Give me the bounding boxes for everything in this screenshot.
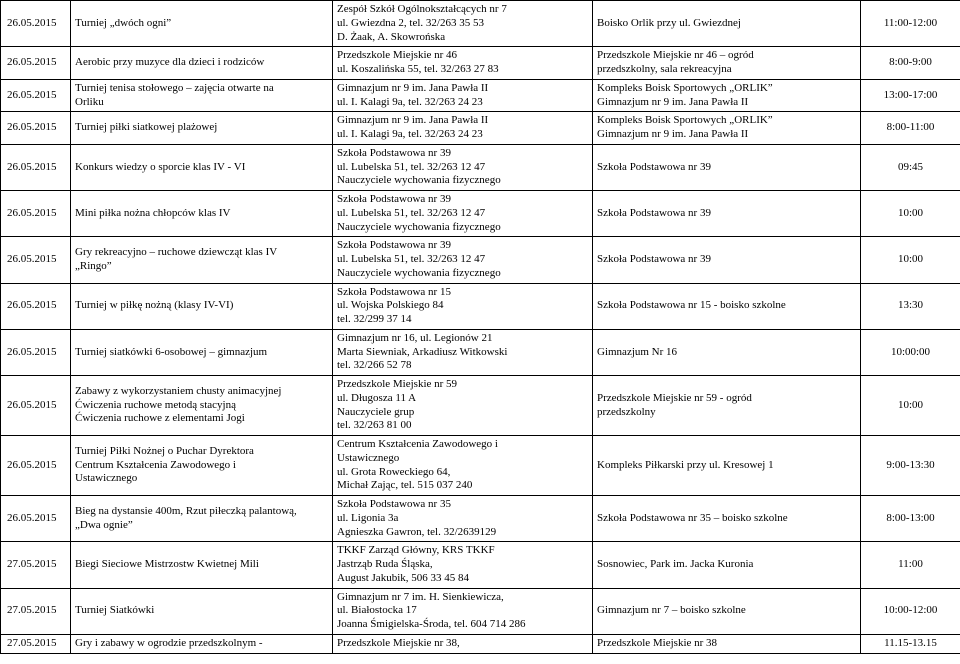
cell-location: Szkoła Podstawowa nr 15 - boisko szkolne: [593, 283, 861, 329]
cell-time: 10:00-12:00: [861, 588, 960, 634]
cell-location: Szkoła Podstawowa nr 39: [593, 191, 861, 237]
cell-location: Kompleks Boisk Sportowych „ORLIK”Gimnazj…: [593, 112, 861, 145]
cell-time: 11:00: [861, 542, 960, 588]
cell-time: 11:00-12:00: [861, 1, 960, 47]
cell-time: 11.15-13.15: [861, 634, 960, 653]
cell-time: 8:00-11:00: [861, 112, 960, 145]
cell-description: Biegi Sieciowe Mistrzostw Kwietnej Mili: [71, 542, 333, 588]
table-row: 27.05.2015Turniej SiatkówkiGimnazjum nr …: [1, 588, 960, 634]
cell-date: 26.05.2015: [1, 376, 71, 436]
cell-description: Aerobic przy muzyce dla dzieci i rodzicó…: [71, 47, 333, 80]
cell-location: Boisko Orlik przy ul. Gwiezdnej: [593, 1, 861, 47]
cell-venue: Gimnazjum nr 7 im. H. Sienkiewicza,ul. B…: [333, 588, 593, 634]
cell-description: Turniej siatkówki 6-osobowej – gimnazjum: [71, 329, 333, 375]
cell-venue: Szkoła Podstawowa nr 39ul. Lubelska 51, …: [333, 237, 593, 283]
cell-time: 13:00-17:00: [861, 79, 960, 112]
table-row: 27.05.2015Biegi Sieciowe Mistrzostw Kwie…: [1, 542, 960, 588]
table-row: 26.05.2015Bieg na dystansie 400m, Rzut p…: [1, 496, 960, 542]
cell-venue: Przedszkole Miejskie nr 46ul. Koszalińsk…: [333, 47, 593, 80]
cell-date: 26.05.2015: [1, 436, 71, 496]
cell-venue: Szkoła Podstawowa nr 15ul. Wojska Polski…: [333, 283, 593, 329]
cell-description: Zabawy z wykorzystaniem chusty animacyjn…: [71, 376, 333, 436]
cell-date: 26.05.2015: [1, 79, 71, 112]
cell-description: Turniej w piłkę nożną (klasy IV-VI): [71, 283, 333, 329]
table-row: 26.05.2015Turniej „dwóch ogni”Zespół Szk…: [1, 1, 960, 47]
cell-location: Gimnazjum nr 7 – boisko szkolne: [593, 588, 861, 634]
cell-location: Przedszkole Miejskie nr 46 – ogródprzeds…: [593, 47, 861, 80]
cell-time: 8:00-9:00: [861, 47, 960, 80]
cell-time: 10:00: [861, 191, 960, 237]
cell-description: Turniej „dwóch ogni”: [71, 1, 333, 47]
table-row: 26.05.2015Turniej w piłkę nożną (klasy I…: [1, 283, 960, 329]
table-row: 26.05.2015Turniej Piłki Nożnej o Puchar …: [1, 436, 960, 496]
cell-date: 26.05.2015: [1, 191, 71, 237]
cell-venue: Gimnazjum nr 9 im. Jana Pawła IIul. I. K…: [333, 112, 593, 145]
cell-time: 8:00-13:00: [861, 496, 960, 542]
cell-time: 13:30: [861, 283, 960, 329]
cell-date: 27.05.2015: [1, 634, 71, 653]
cell-date: 27.05.2015: [1, 542, 71, 588]
table-row: 26.05.2015Turniej piłki siatkowej plażow…: [1, 112, 960, 145]
cell-location: Sosnowiec, Park im. Jacka Kuronia: [593, 542, 861, 588]
cell-venue: Szkoła Podstawowa nr 35ul. Ligonia 3aAgn…: [333, 496, 593, 542]
cell-venue: Szkoła Podstawowa nr 39ul. Lubelska 51, …: [333, 191, 593, 237]
table-row: 26.05.2015Mini piłka nożna chłopców klas…: [1, 191, 960, 237]
cell-description: Gry i zabawy w ogrodzie przedszkolnym -: [71, 634, 333, 653]
cell-location: Szkoła Podstawowa nr 39: [593, 237, 861, 283]
cell-time: 10:00:00: [861, 329, 960, 375]
cell-time: 10:00: [861, 376, 960, 436]
cell-location: Kompleks Piłkarski przy ul. Kresowej 1: [593, 436, 861, 496]
cell-date: 26.05.2015: [1, 283, 71, 329]
cell-venue: Gimnazjum nr 9 im. Jana Pawła IIul. I. K…: [333, 79, 593, 112]
table-row: 26.05.2015Zabawy z wykorzystaniem chusty…: [1, 376, 960, 436]
cell-venue: Centrum Kształcenia Zawodowego iUstawicz…: [333, 436, 593, 496]
cell-time: 9:00-13:30: [861, 436, 960, 496]
table-row: 26.05.2015Aerobic przy muzyce dla dzieci…: [1, 47, 960, 80]
cell-venue: Gimnazjum nr 16, ul. Legionów 21Marta Si…: [333, 329, 593, 375]
cell-location: Przedszkole Miejskie nr 59 - ogródprzeds…: [593, 376, 861, 436]
schedule-table: 26.05.2015Turniej „dwóch ogni”Zespół Szk…: [0, 0, 960, 654]
cell-description: Turniej Siatkówki: [71, 588, 333, 634]
table-row: 26.05.2015Konkurs wiedzy o sporcie klas …: [1, 144, 960, 190]
cell-location: Kompleks Boisk Sportowych „ORLIK”Gimnazj…: [593, 79, 861, 112]
cell-description: Turniej tenisa stołowego – zajęcia otwar…: [71, 79, 333, 112]
cell-description: Mini piłka nożna chłopców klas IV: [71, 191, 333, 237]
cell-venue: TKKF Zarząd Główny, KRS TKKFJastrząb Rud…: [333, 542, 593, 588]
cell-venue: Szkoła Podstawowa nr 39ul. Lubelska 51, …: [333, 144, 593, 190]
cell-venue: Przedszkole Miejskie nr 59ul. Długosza 1…: [333, 376, 593, 436]
table-row: 26.05.2015Gry rekreacyjno – ruchowe dzie…: [1, 237, 960, 283]
cell-description: Turniej Piłki Nożnej o Puchar DyrektoraC…: [71, 436, 333, 496]
cell-date: 26.05.2015: [1, 237, 71, 283]
cell-date: 27.05.2015: [1, 588, 71, 634]
cell-venue: Przedszkole Miejskie nr 38,: [333, 634, 593, 653]
cell-description: Gry rekreacyjno – ruchowe dziewcząt klas…: [71, 237, 333, 283]
cell-time: 10:00: [861, 237, 960, 283]
table-row: 26.05.2015Turniej tenisa stołowego – zaj…: [1, 79, 960, 112]
cell-date: 26.05.2015: [1, 496, 71, 542]
table-row: 26.05.2015Turniej siatkówki 6-osobowej –…: [1, 329, 960, 375]
cell-description: Bieg na dystansie 400m, Rzut piłeczką pa…: [71, 496, 333, 542]
cell-time: 09:45: [861, 144, 960, 190]
cell-location: Szkoła Podstawowa nr 35 – boisko szkolne: [593, 496, 861, 542]
cell-location: Szkoła Podstawowa nr 39: [593, 144, 861, 190]
cell-date: 26.05.2015: [1, 112, 71, 145]
table-row: 27.05.2015Gry i zabawy w ogrodzie przeds…: [1, 634, 960, 653]
cell-venue: Zespół Szkół Ogólnokształcących nr 7ul. …: [333, 1, 593, 47]
cell-date: 26.05.2015: [1, 1, 71, 47]
cell-date: 26.05.2015: [1, 329, 71, 375]
cell-location: Gimnazjum Nr 16: [593, 329, 861, 375]
cell-date: 26.05.2015: [1, 47, 71, 80]
cell-description: Konkurs wiedzy o sporcie klas IV - VI: [71, 144, 333, 190]
cell-date: 26.05.2015: [1, 144, 71, 190]
cell-description: Turniej piłki siatkowej plażowej: [71, 112, 333, 145]
cell-location: Przedszkole Miejskie nr 38: [593, 634, 861, 653]
